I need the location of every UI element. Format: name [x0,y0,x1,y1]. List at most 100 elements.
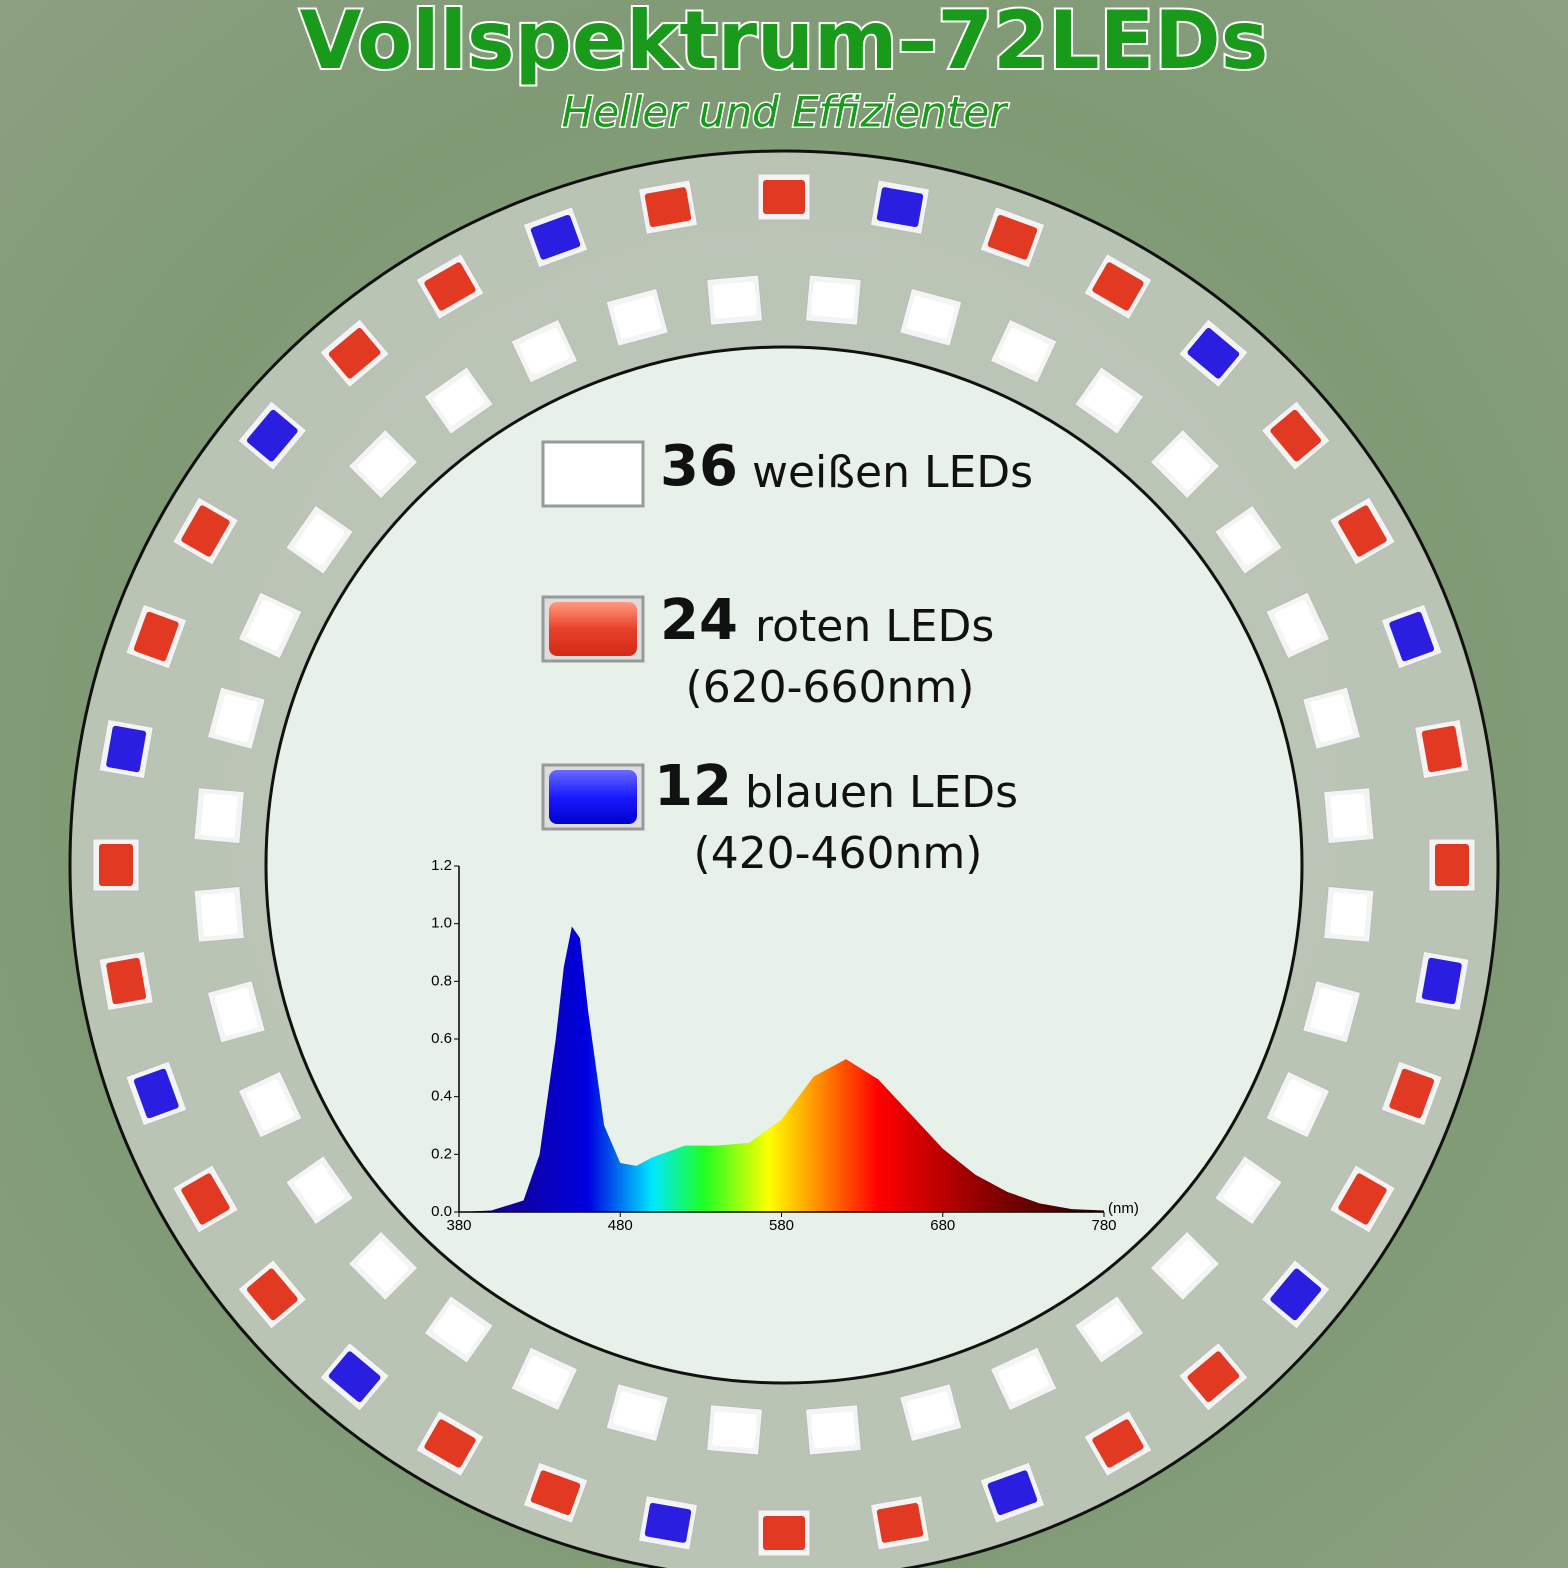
white-led [193,787,245,845]
blue-range: (420-460nm) [694,828,983,879]
outer-led [98,950,154,1012]
white-led [1149,1230,1221,1302]
white-led [706,1404,764,1456]
outer-led [757,173,811,221]
led-chip [613,1391,662,1434]
y-tick-label: 0.4 [431,1088,452,1105]
led-chip [876,187,924,228]
led-chip [433,375,485,426]
led-chip [1274,600,1322,651]
white-swatch [541,440,645,508]
outer-led [319,318,391,389]
led-chip [246,600,294,651]
led-chip [181,1173,230,1225]
led-ring [92,173,1476,1557]
led-chip [1092,1419,1144,1468]
led-chip [1421,957,1462,1005]
white-led [510,1346,579,1412]
white-led [1074,366,1145,435]
led-chip [998,327,1049,375]
led-chip [644,187,692,228]
led-chip [357,438,409,490]
white-led [1149,428,1221,500]
outer-led [869,1495,931,1551]
white-led [1302,980,1362,1044]
outer-led [171,1164,240,1234]
led-chip [987,1470,1038,1516]
white-led [237,1070,303,1139]
outer-led [415,1409,485,1478]
white-led [1323,885,1375,943]
led-chip [200,793,238,838]
led-chip [1092,262,1144,311]
white-led [206,686,266,750]
led-chip [1330,892,1368,937]
led-chip [328,327,381,379]
led-chip [357,1240,409,1292]
led-chip [811,281,856,319]
white-led [1323,787,1375,845]
x-unit: (nm) [1108,1200,1139,1217]
white-led [899,1383,963,1443]
led-chip [1083,375,1135,426]
white-led [899,287,963,347]
led-chip [1223,1164,1274,1216]
outer-led [1414,950,1470,1012]
led-chip [246,409,298,462]
y-tick-label: 1.2 [431,857,452,874]
led-chip [215,694,258,743]
white-led [605,1383,669,1443]
white-led [1265,1070,1331,1139]
led-chip [906,296,955,339]
led-chip [424,262,476,311]
white-led [804,1404,862,1456]
spectrum-chart: 0.0 0.2 0.4 0.6 0.8 1.0 1.2 380 480 580 680 780(nm) [431,857,1139,1234]
blue-label: blauen LEDs [745,767,1018,818]
led-chip [987,214,1038,260]
led-chip [294,514,345,566]
outer-led [237,1258,308,1330]
led-chip [1330,793,1368,838]
led-chip [1187,1351,1240,1403]
outer-led [979,1461,1046,1524]
led-chip [99,844,133,886]
red-count: 24 [660,588,738,653]
white-led [206,980,266,1044]
led-chip [1389,611,1435,662]
white-led [1214,504,1283,575]
y-tick-label: 0.2 [431,1145,452,1162]
x-tick-label: 380 [446,1217,471,1234]
red-label: roten LEDs [755,601,994,652]
white-led [706,274,764,326]
led-chip [1223,514,1274,566]
title: Vollspektrum–72LEDs [300,0,1269,87]
red-swatch [549,602,637,656]
led-chip [763,180,805,214]
x-tick-label: 580 [769,1217,794,1234]
inner-disc [264,345,1304,1385]
led-chip [613,296,662,339]
outer-led [522,206,589,269]
white-led [510,318,579,384]
led-chip [712,1411,757,1449]
outer-led [979,206,1046,269]
led-chip [1274,1079,1322,1130]
outer-led [522,1461,589,1524]
outer-led [98,718,154,780]
white-led [285,1155,354,1226]
outer-led [1428,838,1476,892]
led-chip [1435,844,1469,886]
led-chip [1310,987,1353,1036]
led-chip [1083,1304,1135,1355]
led-chip [424,1419,476,1468]
subtitle: Heller und Effizienter [562,88,1009,137]
white-led [423,366,494,435]
led-chip [1389,1068,1435,1119]
outer-led [1083,1409,1153,1478]
outer-led [125,1060,188,1127]
outer-led [1260,1258,1331,1330]
led-chip [200,892,238,937]
white-led [193,885,245,943]
white-led [989,1346,1058,1412]
